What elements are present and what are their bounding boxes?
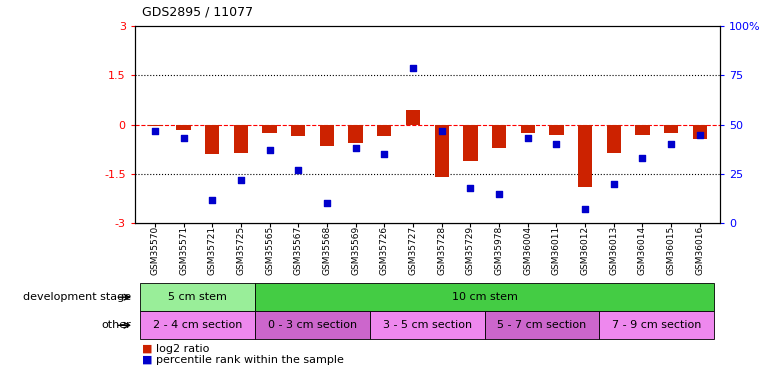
Text: GSM35565: GSM35565 — [265, 226, 274, 275]
Text: 3 - 5 cm section: 3 - 5 cm section — [383, 320, 472, 330]
Bar — [521, 124, 535, 133]
Point — [436, 128, 448, 134]
Text: GSM35978: GSM35978 — [494, 226, 504, 275]
Text: GSM35729: GSM35729 — [466, 226, 475, 275]
Bar — [176, 124, 191, 130]
Bar — [635, 124, 650, 135]
Text: GSM36004: GSM36004 — [524, 226, 532, 275]
Point — [235, 177, 247, 183]
Text: 2 - 4 cm section: 2 - 4 cm section — [153, 320, 243, 330]
Bar — [464, 124, 477, 161]
Text: GSM36013: GSM36013 — [609, 226, 618, 275]
Bar — [434, 124, 449, 177]
Point — [350, 146, 362, 152]
Text: GSM35568: GSM35568 — [323, 226, 331, 275]
Bar — [578, 124, 592, 187]
Text: other: other — [101, 320, 131, 330]
Text: GDS2895 / 11077: GDS2895 / 11077 — [142, 6, 253, 19]
Point — [579, 206, 591, 212]
Bar — [234, 124, 248, 153]
Point — [263, 147, 276, 153]
Bar — [205, 124, 219, 154]
Text: GSM36014: GSM36014 — [638, 226, 647, 275]
Text: GSM35567: GSM35567 — [294, 226, 303, 275]
Bar — [377, 124, 391, 136]
Text: 10 cm stem: 10 cm stem — [452, 292, 517, 302]
Text: ■: ■ — [142, 355, 156, 365]
Bar — [255, 311, 370, 339]
Point — [177, 135, 189, 141]
Text: ■: ■ — [142, 344, 156, 354]
Bar — [600, 311, 715, 339]
Text: GSM35570: GSM35570 — [150, 226, 159, 275]
Text: GSM36012: GSM36012 — [581, 226, 590, 275]
Bar — [148, 124, 162, 126]
Point — [149, 128, 161, 134]
Bar — [140, 311, 255, 339]
Point — [694, 132, 706, 138]
Bar — [320, 124, 334, 146]
Text: 5 - 7 cm section: 5 - 7 cm section — [497, 320, 587, 330]
Text: GSM35721: GSM35721 — [208, 226, 216, 275]
Text: GSM35728: GSM35728 — [437, 226, 446, 275]
Text: GSM35571: GSM35571 — [179, 226, 188, 275]
Point — [378, 151, 390, 157]
Bar — [291, 124, 306, 136]
Point — [665, 141, 678, 147]
Bar — [492, 124, 506, 148]
Text: 0 - 3 cm section: 0 - 3 cm section — [268, 320, 357, 330]
Text: GSM35727: GSM35727 — [409, 226, 417, 275]
Text: development stage: development stage — [23, 292, 131, 302]
Text: GSM36011: GSM36011 — [552, 226, 561, 275]
Point — [321, 200, 333, 206]
Text: GSM36016: GSM36016 — [695, 226, 705, 275]
Point — [464, 185, 477, 190]
Text: GSM35726: GSM35726 — [380, 226, 389, 275]
Point — [636, 155, 648, 161]
Bar — [263, 124, 276, 133]
Bar — [140, 283, 255, 311]
Bar — [693, 124, 707, 140]
Text: log2 ratio: log2 ratio — [156, 344, 209, 354]
Text: GSM35569: GSM35569 — [351, 226, 360, 275]
Bar — [349, 124, 363, 143]
Point — [608, 181, 620, 187]
Point — [206, 196, 219, 202]
Point — [521, 135, 534, 141]
Bar — [607, 124, 621, 153]
Point — [551, 141, 563, 147]
Bar — [255, 283, 715, 311]
Point — [493, 190, 505, 196]
Bar — [664, 124, 678, 133]
Text: 7 - 9 cm section: 7 - 9 cm section — [612, 320, 701, 330]
Bar — [406, 110, 420, 125]
Bar — [549, 124, 564, 135]
Text: GSM35725: GSM35725 — [236, 226, 246, 275]
Bar — [485, 311, 600, 339]
Point — [292, 167, 304, 173]
Text: percentile rank within the sample: percentile rank within the sample — [156, 355, 344, 365]
Text: GSM36015: GSM36015 — [667, 226, 676, 275]
Text: 5 cm stem: 5 cm stem — [169, 292, 227, 302]
Point — [407, 64, 419, 70]
Bar — [370, 311, 485, 339]
